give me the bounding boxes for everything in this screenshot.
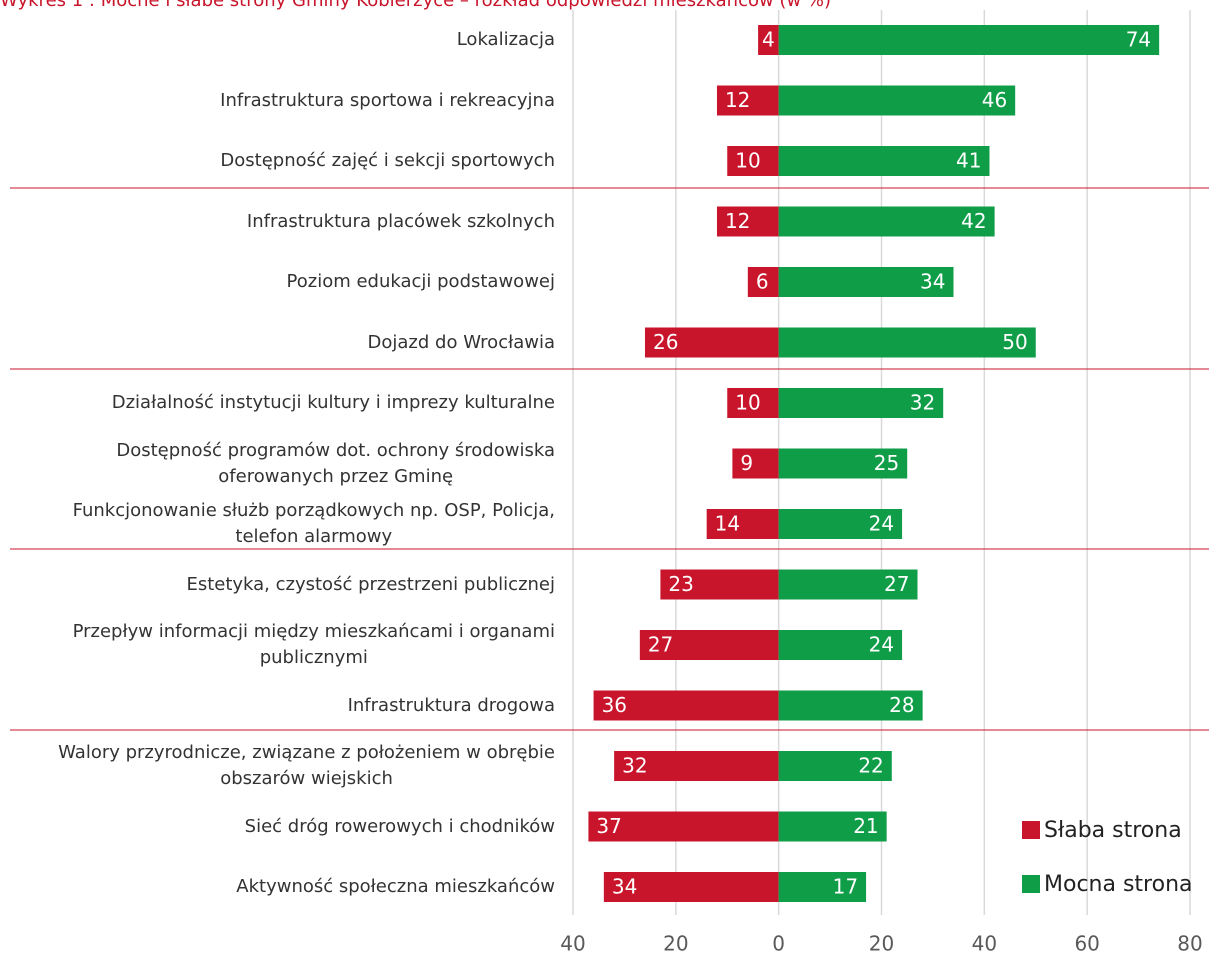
bar: [660, 569, 779, 600]
data-label: 9: [740, 451, 753, 475]
bar: [716, 85, 779, 116]
x-tick-label: 80: [1177, 932, 1202, 956]
bar: [778, 751, 892, 781]
bar: [778, 146, 990, 176]
bar: [778, 630, 903, 660]
category-label: Przepływ informacji między mieszkańcami …: [72, 621, 555, 668]
data-label: 4: [762, 28, 775, 52]
data-label: 10: [735, 391, 760, 415]
bar: [778, 327, 1036, 358]
bar: [727, 146, 779, 176]
category-label: Poziom edukacji podstawowej: [286, 271, 555, 292]
category-label: Dojazd do Wrocławia: [367, 331, 555, 353]
data-label: 14: [715, 512, 740, 536]
data-label: 25: [874, 451, 899, 475]
bar: [778, 25, 1160, 55]
bar: [727, 388, 779, 418]
data-label: 41: [956, 149, 981, 173]
category-label: Działalność instytucji kultury i imprezy…: [111, 392, 555, 413]
bar: [588, 811, 779, 842]
bar: [778, 569, 918, 600]
bar: [716, 206, 779, 237]
bar: [644, 327, 779, 358]
data-label: 24: [869, 512, 894, 536]
bar: [778, 872, 867, 902]
data-label: 22: [858, 754, 883, 778]
legend-label: Słaba strona: [1044, 818, 1182, 843]
category-label: Lokalizacja: [456, 29, 555, 50]
category-label: Walory przyrodnicze, związane z położeni…: [58, 742, 555, 789]
category-label: Sieć dróg rowerowych i chodników: [244, 815, 555, 837]
bar: [747, 267, 779, 297]
data-label: 27: [884, 572, 909, 596]
data-label: 42: [961, 209, 986, 233]
bar: [603, 872, 779, 902]
legend-swatch: [1022, 875, 1040, 893]
bar: [639, 630, 779, 660]
bar: [778, 690, 923, 721]
bar: [706, 509, 779, 539]
category-label: Dostępność zajęć i sekcji sportowych: [220, 150, 555, 171]
bar: [778, 448, 908, 479]
data-label: 12: [725, 209, 750, 233]
data-label: 32: [622, 754, 647, 778]
category-label: Infrastruktura sportowa i rekreacyjna: [220, 89, 555, 111]
bar: [758, 25, 779, 55]
x-tick-label: 60: [1074, 932, 1099, 956]
category-label: Aktywność społeczna mieszkańców: [236, 876, 555, 897]
bar: [778, 811, 887, 842]
data-label: 34: [612, 875, 637, 899]
data-label: 26: [653, 330, 678, 354]
chart-title: Wykres 1 : Mocne i słabe strony Gminy Ko…: [0, 0, 832, 11]
x-tick-label: 0: [772, 932, 785, 956]
data-label: 24: [869, 633, 894, 657]
data-label: 36: [602, 693, 627, 717]
legend-swatch: [1022, 821, 1040, 839]
data-label: 23: [668, 572, 693, 596]
data-label: 32: [910, 391, 935, 415]
data-label: 46: [982, 88, 1007, 112]
data-label: 50: [1002, 330, 1027, 354]
data-label: 12: [725, 88, 750, 112]
data-label: 28: [889, 693, 914, 717]
data-label: 74: [1126, 28, 1151, 52]
data-label: 17: [833, 875, 858, 899]
category-label: Estetyka, czystość przestrzeni publiczne…: [186, 573, 555, 595]
category-label: Infrastruktura drogowa: [347, 694, 555, 716]
category-label: Dostępność programów dot. ochrony środow…: [116, 439, 555, 487]
data-label: 10: [735, 149, 760, 173]
category-label: Infrastruktura placówek szkolnych: [246, 210, 555, 232]
bar: [778, 206, 995, 237]
bar: [778, 509, 903, 539]
bar: [593, 690, 779, 721]
bar: [778, 85, 1016, 116]
data-label: 37: [596, 814, 621, 838]
bar: [732, 448, 779, 479]
data-label: 6: [756, 270, 769, 294]
bar: [778, 388, 944, 418]
x-tick-label: 20: [869, 932, 894, 956]
bar: [614, 751, 779, 781]
bar: [778, 267, 954, 297]
x-tick-label: 40: [972, 932, 997, 956]
category-label: Funkcjonowanie służb porządkowych np. OS…: [72, 500, 555, 547]
data-label: 21: [853, 814, 878, 838]
data-label: 34: [920, 270, 945, 294]
data-label: 27: [648, 633, 673, 657]
legend-label: Mocna strona: [1044, 872, 1193, 897]
x-tick-label: 40: [560, 932, 585, 956]
x-tick-label: 20: [663, 932, 688, 956]
